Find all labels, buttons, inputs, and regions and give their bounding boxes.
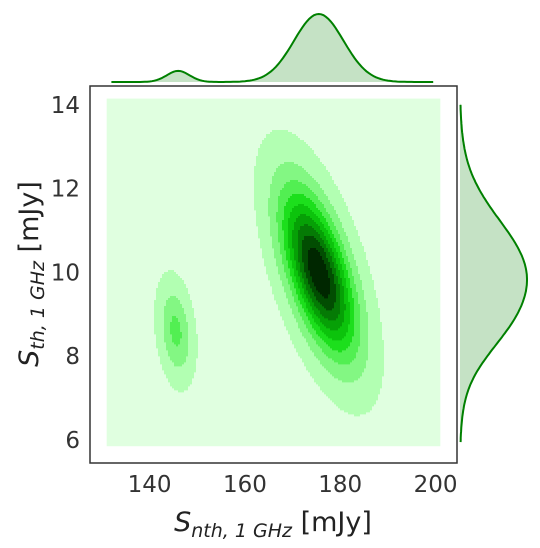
kde-level-9	[308, 248, 330, 299]
y-axis-label-main: S	[14, 350, 45, 367]
x-axis-label: Snth, 1 GHz [mJy]	[174, 507, 372, 542]
right-marginal-fill	[460, 102, 527, 443]
top-marginal-fill	[111, 14, 434, 82]
x-tick-label: 160	[223, 472, 267, 498]
y-tick-label: 12	[51, 177, 80, 203]
right-marginal-kde	[459, 102, 528, 443]
joint-axes-frame	[89, 85, 458, 464]
x-tick-label: 140	[128, 472, 172, 498]
y-tick-label: 10	[51, 260, 80, 286]
x-axis-label-main: S	[174, 507, 191, 538]
top-marginal-kde	[111, 12, 434, 83]
x-axis-label-subscript: nth, 1 GHz	[191, 520, 293, 542]
x-tick-label: 180	[318, 472, 362, 498]
y-tick-label: 14	[51, 93, 80, 119]
y-axis-label-unit: [mJy]	[14, 181, 45, 261]
x-axis-label-unit: [mJy]	[292, 507, 372, 538]
x-tick-label: 200	[414, 472, 458, 498]
x-tick-labels: 140 160 180 200	[128, 472, 458, 498]
kde-level-9-shape	[308, 248, 330, 299]
top-marginal-line	[111, 12, 434, 83]
y-tick-labels: 6 8 10 12 14	[51, 93, 80, 454]
joint-kde-contours	[106, 98, 441, 447]
y-axis-label: Sth, 1 GHz [mJy]	[14, 181, 49, 367]
y-tick-label: 8	[65, 344, 80, 370]
right-marginal-line	[459, 104, 528, 443]
y-tick-label: 6	[65, 428, 80, 454]
y-axis-label-subscript: th, 1 GHz	[27, 260, 49, 350]
